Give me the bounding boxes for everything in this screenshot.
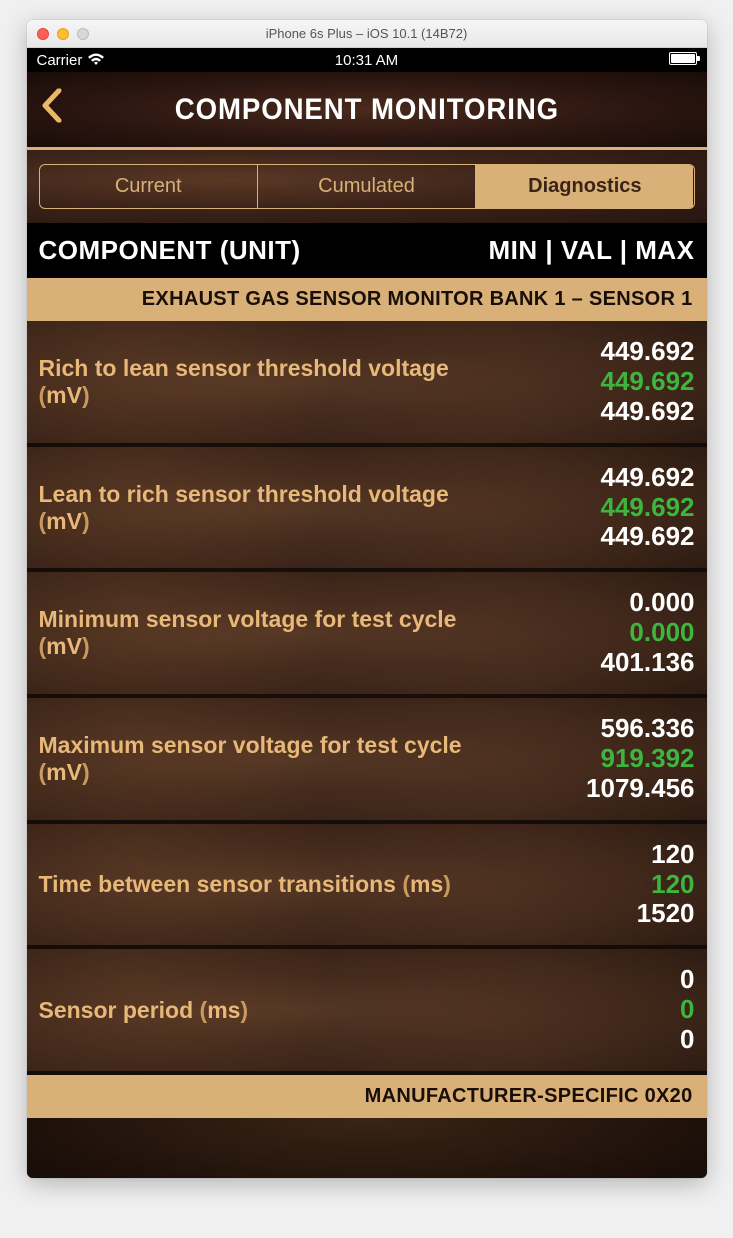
value-min: 0 [680,965,694,995]
tab-cumulated[interactable]: Cumulated [258,165,476,208]
battery-icon [669,52,697,65]
row-label: Lean to rich sensor threshold voltage (m… [39,481,498,535]
row-values: 449.692449.692449.692 [601,463,695,553]
col-header-right: MIN | VAL | MAX [489,235,695,266]
simulator-window: iPhone 6s Plus – iOS 10.1 (14B72) Carrie… [27,20,707,1178]
value-min: 120 [637,840,695,870]
row-values: 1201201520 [637,840,695,930]
value-min: 449.692 [601,463,695,493]
value-current: 449.692 [601,367,695,397]
row-label: Minimum sensor voltage for test cycle (m… [39,606,498,660]
value-min: 449.692 [601,337,695,367]
col-header-left: COMPONENT (UNIT) [39,235,301,266]
table-row[interactable]: Lean to rich sensor threshold voltage (m… [27,447,707,573]
table-row[interactable]: Minimum sensor voltage for test cycle (m… [27,572,707,698]
value-current: 0 [680,995,694,1025]
value-current: 0.000 [601,618,695,648]
row-values: 0.0000.000401.136 [601,588,695,678]
section-banner: EXHAUST GAS SENSOR MONITOR BANK 1 – SENS… [27,278,707,321]
filler-area [27,1118,707,1178]
mac-titlebar[interactable]: iPhone 6s Plus – iOS 10.1 (14B72) [27,20,707,48]
row-values: 000 [680,965,694,1055]
row-values: 449.692449.692449.692 [601,337,695,427]
app-header: COMPONENT MONITORING [27,72,707,150]
tab-current[interactable]: Current [40,165,258,208]
value-max: 449.692 [601,397,695,427]
row-label: Rich to lean sensor threshold voltage (m… [39,355,498,409]
value-min: 596.336 [586,714,694,744]
row-label: Sensor period (ms) [39,997,249,1024]
table-row[interactable]: Time between sensor transitions (ms)1201… [27,824,707,950]
tab-diagnostics[interactable]: Diagnostics [476,165,693,208]
value-current: 919.392 [586,744,694,774]
row-label: Time between sensor transitions (ms) [39,871,451,898]
table-row[interactable]: Maximum sensor voltage for test cycle (m… [27,698,707,824]
back-button[interactable] [41,88,63,131]
value-max: 401.136 [601,648,695,678]
ios-status-bar: Carrier 10:31 AM [27,48,707,72]
device-screen: Carrier 10:31 AM COMPONENT MONITORING Cu… [27,48,707,1178]
table-row[interactable]: Sensor period (ms)000 [27,949,707,1075]
value-max: 1079.456 [586,774,694,804]
value-max: 1520 [637,899,695,929]
value-max: 0 [680,1025,694,1055]
value-max: 449.692 [601,522,695,552]
segmented-wrap: CurrentCumulatedDiagnostics [27,150,707,223]
ios-time: 10:31 AM [27,52,707,69]
value-min: 0.000 [601,588,695,618]
page-title: COMPONENT MONITORING [174,93,558,127]
content-area[interactable]: EXHAUST GAS SENSOR MONITOR BANK 1 – SENS… [27,278,707,1178]
value-current: 449.692 [601,493,695,523]
row-label: Maximum sensor voltage for test cycle (m… [39,732,498,786]
segmented-control[interactable]: CurrentCumulatedDiagnostics [39,164,695,209]
table-row[interactable]: Rich to lean sensor threshold voltage (m… [27,321,707,447]
row-values: 596.336919.3921079.456 [586,714,694,804]
value-current: 120 [637,870,695,900]
mac-window-title: iPhone 6s Plus – iOS 10.1 (14B72) [27,26,707,41]
column-header: COMPONENT (UNIT) MIN | VAL | MAX [27,223,707,278]
section-banner: MANUFACTURER-SPECIFIC 0X20 [27,1075,707,1118]
